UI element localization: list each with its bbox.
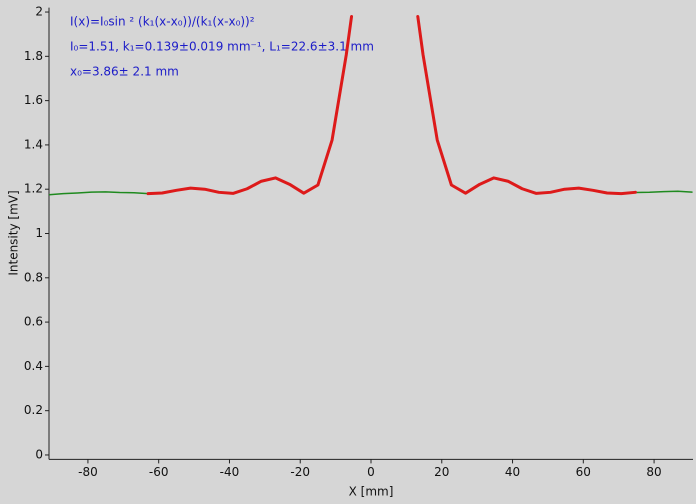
y-tick-label: 0.2 [24, 403, 43, 417]
x-tick-label: -80 [78, 465, 98, 479]
plot-lines [49, 14, 693, 196]
annotation: x₀=3.86± 2.1 mm [70, 65, 179, 79]
annotation: I₀=1.51, k₁=0.139±0.019 mm⁻¹, L₁=22.6±3.… [70, 40, 374, 54]
y-tick-label: 1 [35, 226, 43, 240]
y-tick-label: 0.4 [24, 359, 43, 373]
y-tick-label: 1.2 [24, 182, 43, 196]
series-line [146, 14, 637, 196]
x-tick-label: 60 [576, 465, 591, 479]
y-axis-label: Intensity [mV] [7, 190, 21, 275]
annotation: I(x)=I₀sin ² (k₁(x-x₀))/(k₁(x-x₀))² [70, 15, 255, 29]
y-tick-label: 0.8 [24, 270, 43, 284]
y-tick-label: 0.6 [24, 315, 43, 329]
x-tick-label: 0 [367, 465, 375, 479]
y-tick-label: 1.4 [24, 137, 43, 151]
y-tick-label: 1.8 [24, 49, 43, 63]
x-axis-label: X [mm] [349, 485, 394, 499]
x-tick-label: 20 [434, 465, 449, 479]
x-tick-label: -40 [220, 465, 240, 479]
x-tick-label: -20 [290, 465, 310, 479]
y-tick-label: 0 [35, 447, 43, 461]
y-tick-label: 2 [35, 5, 43, 19]
y-tick-label: 1.6 [24, 93, 43, 107]
x-tick-label: 40 [505, 465, 520, 479]
x-tick-label: -60 [149, 465, 169, 479]
x-tick-label: 80 [646, 465, 661, 479]
